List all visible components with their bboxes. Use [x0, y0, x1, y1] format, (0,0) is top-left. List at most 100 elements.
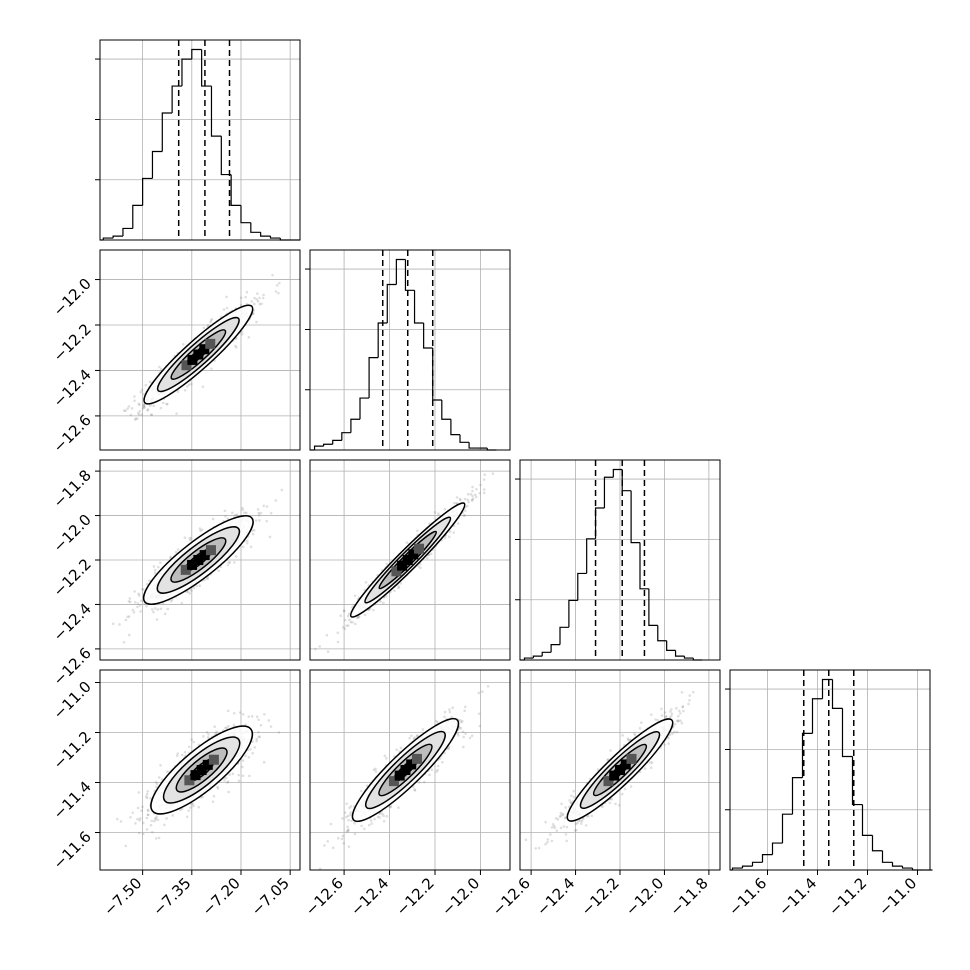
hist-bin-2-8	[594, 507, 605, 539]
sample-point	[470, 498, 474, 502]
sample-point	[206, 736, 210, 739]
sample-point	[676, 720, 680, 723]
hist-bin-1-4	[350, 418, 360, 433]
sample-point	[153, 816, 157, 820]
sample-point	[136, 817, 139, 821]
sample-point	[145, 582, 149, 586]
sample-point	[359, 789, 363, 793]
sample-point	[268, 535, 272, 539]
density-cell	[205, 338, 216, 349]
hist-bin-2-11	[621, 469, 632, 492]
hist-bin-1-10	[404, 259, 415, 291]
sample-point	[447, 535, 451, 539]
sample-point	[126, 407, 129, 411]
sample-point	[134, 417, 138, 420]
sample-point	[160, 778, 164, 781]
density-cell	[402, 555, 413, 565]
sample-point	[210, 367, 213, 370]
hist-bin-1-6	[368, 357, 379, 399]
scatter-frame-1-0	[99, 249, 301, 451]
sample-point	[354, 622, 357, 626]
sample-point	[670, 708, 673, 711]
sample-point	[382, 601, 385, 605]
sample-point	[187, 809, 190, 812]
sample-point	[345, 815, 348, 819]
sample-point	[556, 818, 560, 821]
sample-point	[413, 788, 416, 791]
sample-point	[206, 323, 210, 327]
sample-point	[466, 492, 470, 496]
sample-point	[280, 488, 284, 492]
sample-point	[146, 409, 149, 412]
sample-point	[399, 582, 403, 585]
sample-point	[129, 816, 132, 819]
sample-point	[145, 816, 149, 820]
sample-point	[363, 827, 366, 831]
sample-point	[419, 566, 422, 570]
sample-point	[156, 818, 160, 822]
sample-point	[158, 365, 161, 369]
density-cell	[184, 775, 195, 786]
scatter-panel-3-2	[519, 669, 721, 871]
sample-point	[190, 738, 193, 741]
hist-bin-2-17	[674, 650, 685, 657]
sample-point	[176, 752, 180, 755]
sample-point	[251, 532, 255, 536]
hist-bin-3-5	[781, 813, 793, 844]
sample-point	[183, 751, 187, 754]
sample-point	[136, 605, 139, 609]
sample-point	[225, 306, 229, 310]
density-cell	[181, 360, 192, 371]
density-core-1-0	[181, 338, 216, 371]
sample-point	[231, 511, 234, 515]
sample-point	[385, 757, 388, 760]
sample-point	[157, 565, 160, 569]
sample-point	[564, 816, 567, 820]
sample-point	[127, 600, 131, 603]
sample-point	[224, 776, 228, 780]
sample-point	[190, 589, 193, 592]
sample-point	[133, 601, 137, 604]
sample-point	[188, 538, 192, 542]
sample-point	[456, 732, 460, 735]
sample-point	[262, 760, 266, 764]
sample-point	[157, 836, 161, 840]
sample-point	[116, 817, 119, 821]
sample-point	[256, 508, 260, 511]
sample-point	[174, 550, 178, 554]
sample-point	[240, 330, 244, 334]
hist-bin-0-11	[210, 86, 222, 137]
hist-bin-0-5	[151, 150, 163, 179]
density-cell	[196, 765, 207, 775]
sample-point	[201, 795, 204, 799]
sample-point	[257, 513, 261, 517]
hist-bin-0-17	[269, 236, 281, 239]
sample-point	[148, 404, 152, 408]
sample-point	[197, 805, 201, 809]
sample-point	[127, 405, 131, 408]
sample-point	[228, 561, 232, 564]
sample-point	[138, 403, 141, 407]
sample-point	[251, 752, 254, 755]
sample-point	[245, 541, 249, 545]
sample-point	[463, 705, 467, 709]
sample-point	[254, 519, 258, 522]
hist-bin-0-4	[142, 177, 153, 206]
sample-point	[341, 625, 345, 629]
sample-point	[131, 608, 135, 612]
density-cell	[202, 759, 213, 770]
sample-point	[277, 291, 280, 295]
sample-point	[470, 734, 474, 738]
sample-point	[381, 812, 384, 816]
sample-point	[137, 831, 141, 835]
sample-point	[206, 576, 210, 580]
hist-bin-2-18	[683, 656, 694, 659]
sample-point	[561, 812, 565, 816]
sample-point	[227, 561, 231, 564]
sample-point	[150, 608, 154, 611]
sample-point	[471, 485, 474, 489]
sample-point	[142, 403, 146, 407]
sample-point	[453, 501, 456, 505]
sample-point	[461, 719, 464, 723]
hist-bin-0-13	[230, 174, 241, 206]
